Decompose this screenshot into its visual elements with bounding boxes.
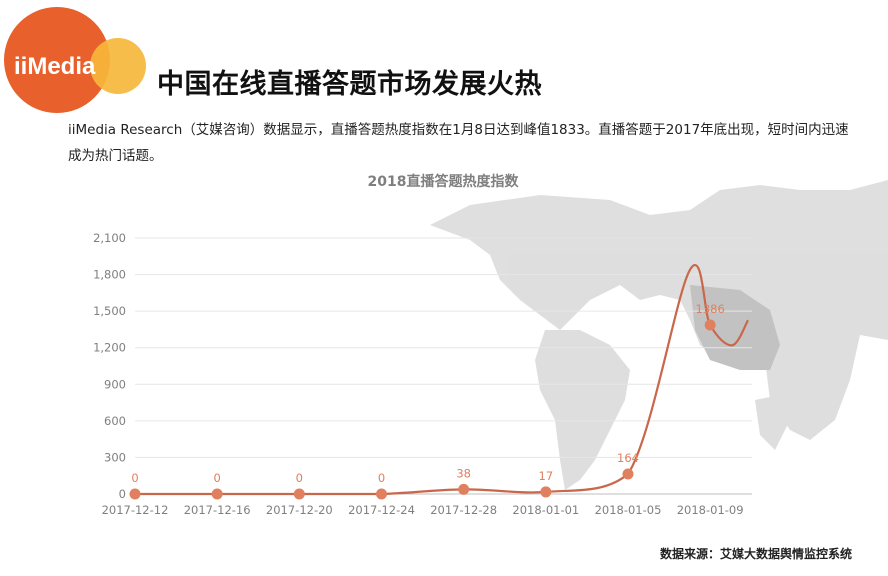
page-title: 中国在线直播答题市场发展火热 [157, 69, 542, 100]
chart-title: 2018直播答题热度指数 [368, 173, 520, 190]
y-tick-label: 1,800 [93, 268, 126, 282]
page-description: iiMedia Research（艾媒咨询）数据显示，直播答题热度指数在1月8日… [68, 122, 849, 164]
x-tick-label: 2018-01-05 [595, 503, 662, 517]
data-point [622, 468, 634, 480]
logo-wordmark: iiMedia [14, 53, 96, 80]
data-markers [129, 319, 716, 500]
x-tick-label: 2017-12-24 [348, 503, 415, 517]
y-tick-label: 2,100 [93, 231, 126, 245]
y-tick-label: 1,500 [93, 304, 126, 318]
data-label: 0 [214, 471, 221, 485]
y-tick-label: 900 [104, 377, 126, 391]
data-point [129, 488, 141, 500]
x-axis-ticks: 2017-12-12 2017-12-16 2017-12-20 2017-12-24… [102, 503, 744, 517]
data-point [458, 483, 470, 495]
x-tick-label: 2017-12-20 [266, 503, 333, 517]
x-tick-label: 2017-12-12 [102, 503, 169, 517]
y-tick-label: 300 [104, 450, 126, 464]
data-label: 1386 [696, 302, 725, 316]
data-point [376, 488, 387, 500]
x-tick-label: 2018-01-01 [512, 503, 579, 517]
data-point [704, 319, 716, 331]
data-label: 17 [539, 469, 554, 483]
iimedia-logo: iiMedia [4, 7, 146, 113]
y-tick-label: 1,200 [93, 341, 126, 355]
data-label: 0 [296, 471, 303, 485]
data-point [540, 486, 552, 498]
source-note: 数据来源：艾媒大数据舆情监控系统 [659, 547, 852, 561]
x-tick-label: 2017-12-28 [430, 503, 497, 517]
x-tick-label: 2017-12-16 [184, 503, 251, 517]
data-labels: 0 0 0 0 38 17 164 1386 [131, 302, 724, 485]
data-label: 164 [617, 451, 639, 465]
series-line [135, 264, 749, 496]
y-tick-label: 0 [119, 487, 126, 501]
y-tick-label: 600 [104, 414, 126, 428]
data-label: 38 [456, 466, 471, 480]
x-tick-label: 2018-01-09 [677, 503, 744, 517]
data-point [211, 488, 223, 500]
world-map-background [430, 180, 888, 490]
data-point [293, 488, 305, 500]
y-axis-ticks: 0 300 600 900 1,200 1,500 1,800 2,100 [93, 231, 126, 501]
data-label: 0 [131, 471, 138, 485]
data-label: 0 [378, 471, 385, 485]
